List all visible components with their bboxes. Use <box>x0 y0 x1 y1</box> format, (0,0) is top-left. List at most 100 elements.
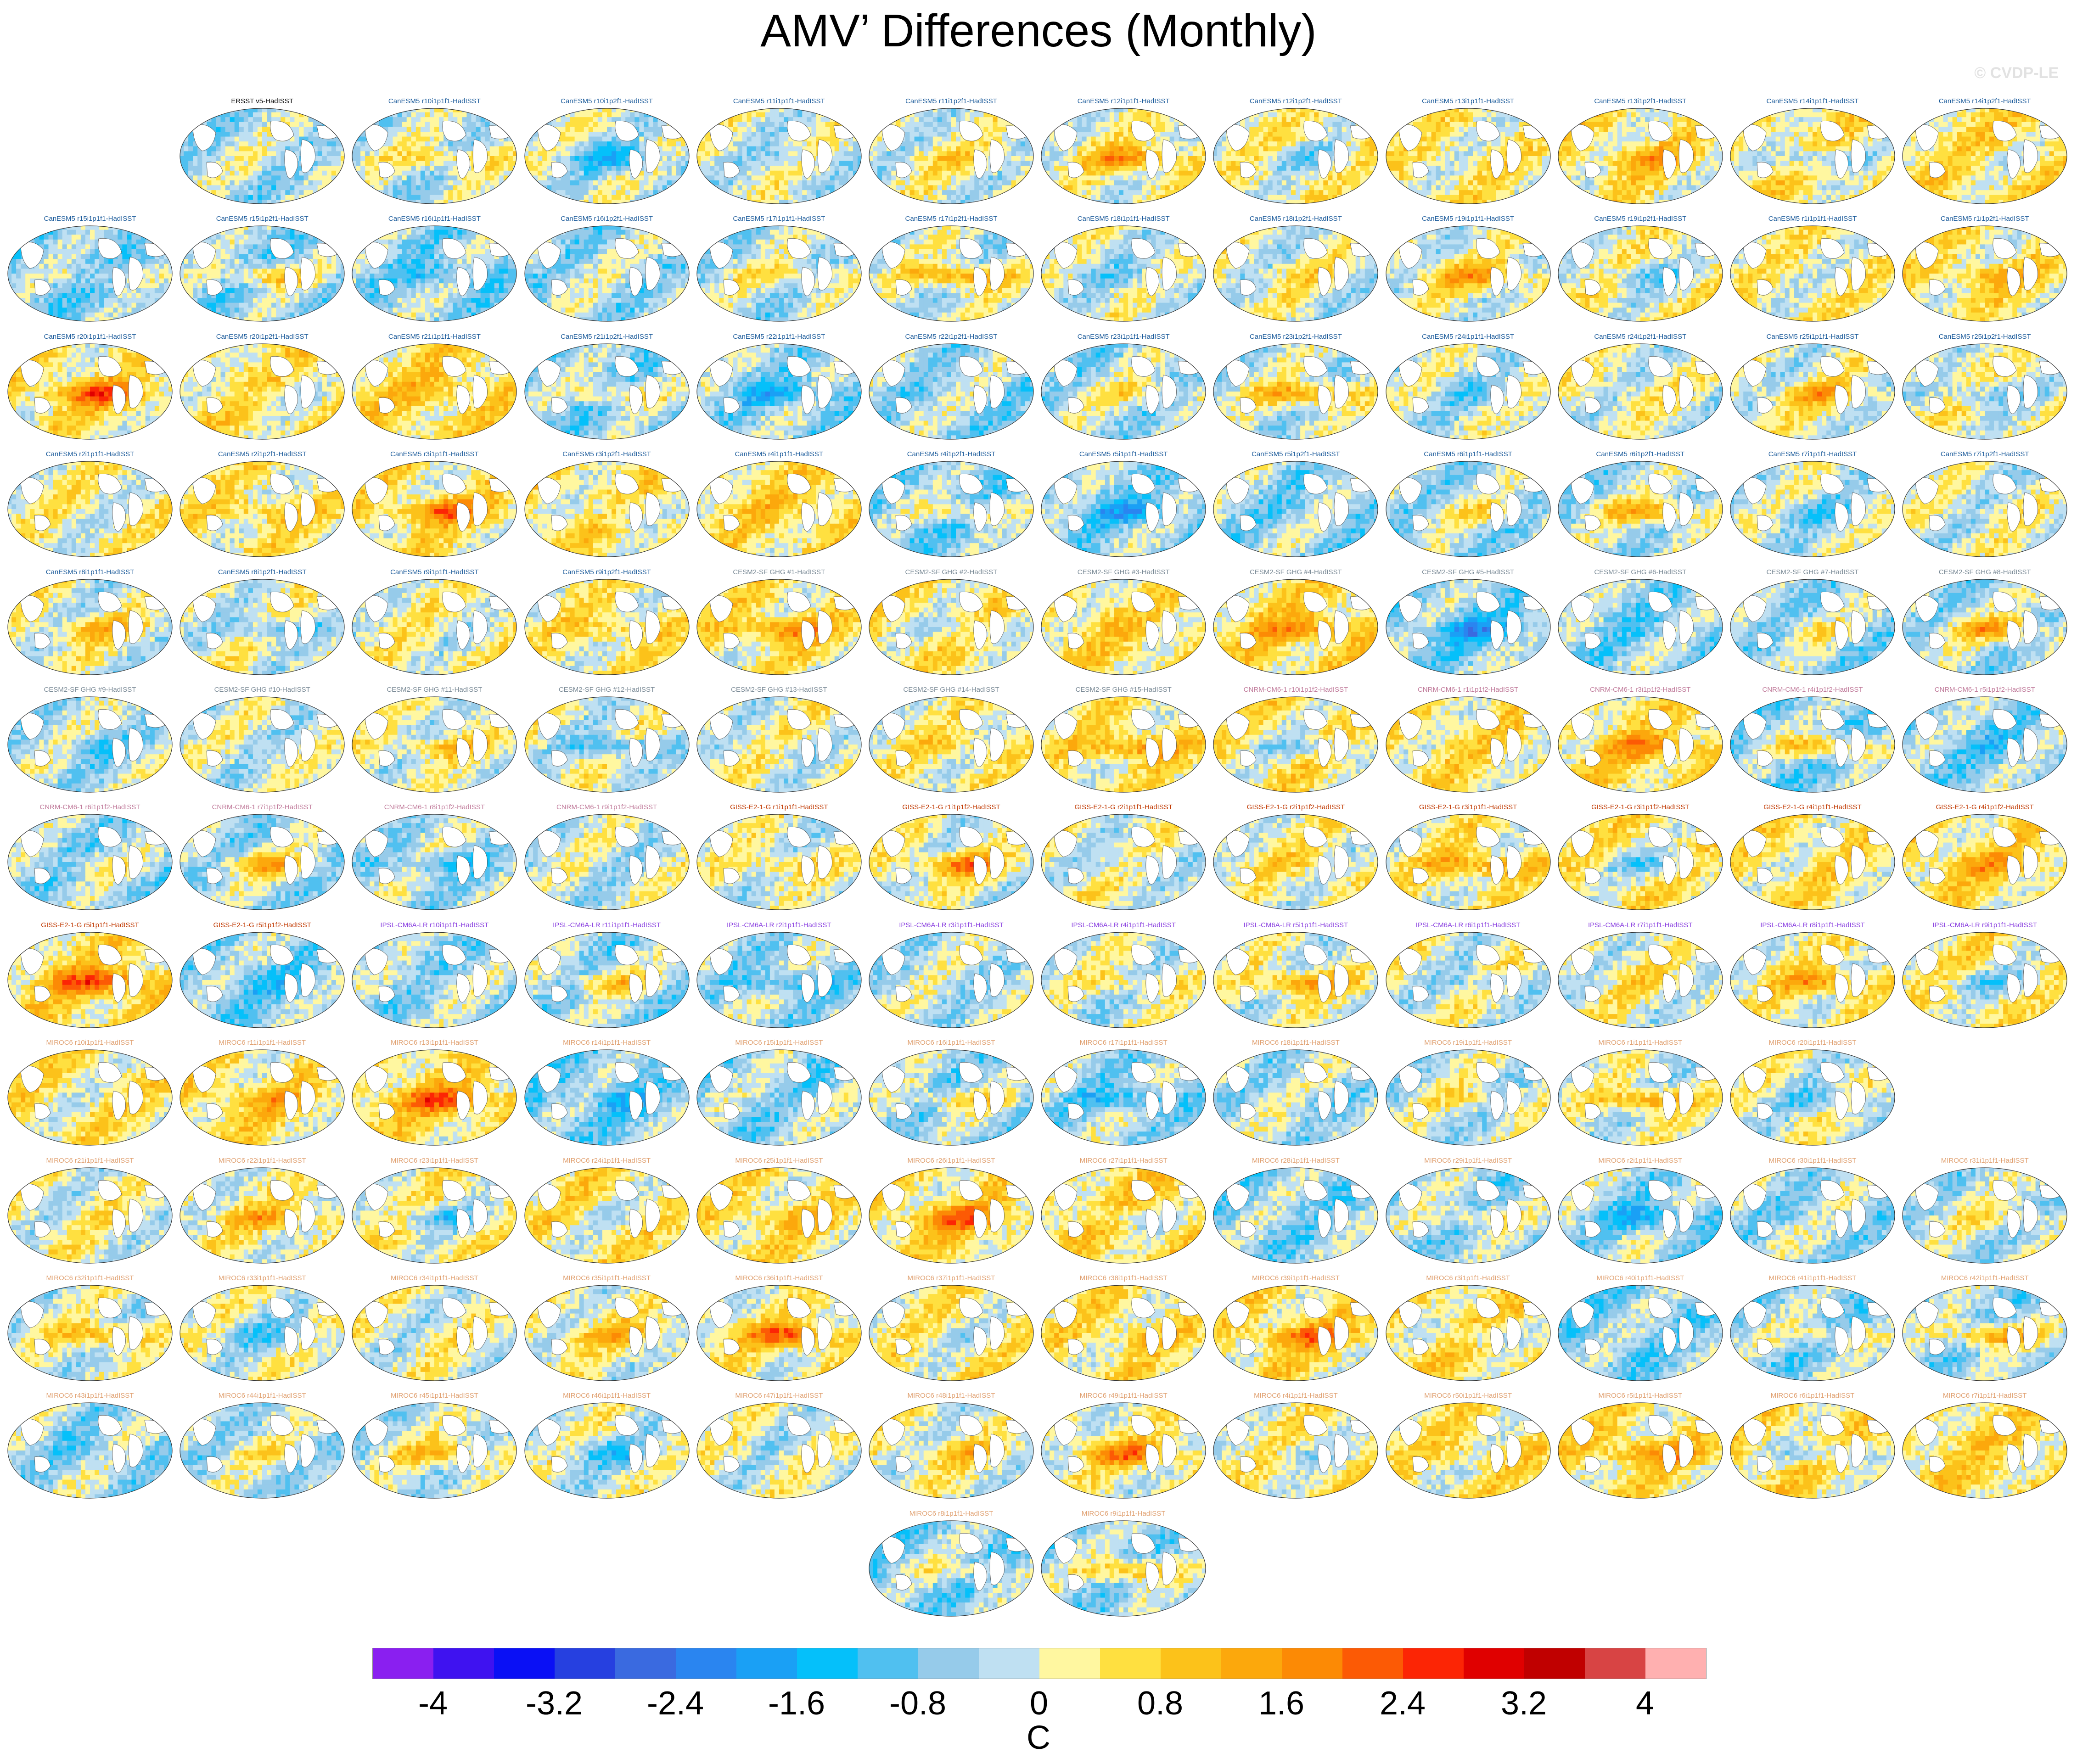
sst-difference-map <box>696 107 862 205</box>
panel-title: CanESM5 r5i1p2f1-HadISST <box>1213 450 1379 458</box>
map-panel: IPSL-CM6A-LR r11i1p1f1-HadISST <box>524 921 690 1030</box>
sst-difference-map <box>7 1049 173 1146</box>
sst-field <box>1729 578 1896 676</box>
sst-field <box>1557 1402 1723 1499</box>
sst-field <box>1213 1284 1379 1382</box>
sst-field <box>696 107 862 205</box>
sst-difference-map <box>696 1284 862 1382</box>
map-panel: MIROC6 r9i1p1f1-HadISST <box>1040 1510 1207 1618</box>
panel-title: GISS-E2-1-G r1i1p1f1-HadISST <box>696 803 862 811</box>
sst-difference-map <box>351 107 517 205</box>
panel-title: CanESM5 r15i1p2f1-HadISST <box>179 215 345 223</box>
map-panel: CNRM-CM6-1 r9i1p1f2-HadISST <box>524 803 690 912</box>
sst-difference-map <box>351 578 517 676</box>
map-panel: CanESM5 r9i1p1f1-HadISST <box>351 568 517 677</box>
map-panel: MIROC6 r39i1p1f1-HadISST <box>1213 1274 1379 1383</box>
map-panel: GISS-E2-1-G r4i1p1f2-HadISST <box>1902 803 2068 912</box>
sst-difference-map <box>524 578 690 676</box>
sst-field <box>696 343 862 440</box>
sst-difference-map <box>1729 343 1896 440</box>
map-panel: MIROC6 r40i1p1f1-HadISST <box>1557 1274 1723 1383</box>
sst-field <box>1040 813 1207 911</box>
sst-field <box>1213 1049 1379 1146</box>
map-panel: CESM2-SF GHG #7-HadISST <box>1729 568 1896 677</box>
sst-difference-map <box>1385 578 1551 676</box>
panel-title: IPSL-CM6A-LR r3i1p1f1-HadISST <box>868 921 1034 929</box>
sst-field <box>868 460 1034 558</box>
panel-title: GISS-E2-1-G r4i1p1f2-HadISST <box>1902 803 2068 811</box>
colorbar-swatch <box>979 1648 1039 1679</box>
sst-difference-map <box>524 1402 690 1499</box>
sst-field <box>1729 460 1896 558</box>
sst-field <box>868 1284 1034 1382</box>
panel-title: GISS-E2-1-G r3i1p1f2-HadISST <box>1557 803 1723 811</box>
sst-field <box>868 813 1034 911</box>
sst-difference-map <box>1729 1402 1896 1499</box>
sst-difference-map <box>1557 107 1723 205</box>
sst-field <box>1385 813 1551 911</box>
sst-field <box>351 578 517 676</box>
sst-field <box>1385 931 1551 1029</box>
map-panel: MIROC6 r30i1p1f1-HadISST <box>1729 1157 1896 1265</box>
panel-title: IPSL-CM6A-LR r6i1p1f1-HadISST <box>1385 921 1551 929</box>
map-panel: CanESM5 r3i1p1f1-HadISST <box>351 450 517 559</box>
panel-title: MIROC6 r14i1p1f1-HadISST <box>524 1039 690 1047</box>
sst-difference-map <box>179 696 345 793</box>
sst-difference-map <box>7 931 173 1029</box>
map-panel: MIROC6 r22i1p1f1-HadISST <box>179 1157 345 1265</box>
map-panel: CanESM5 r7i1p1f1-HadISST <box>1729 450 1896 559</box>
sst-field <box>1385 1049 1551 1146</box>
sst-field <box>524 107 690 205</box>
sst-difference-map <box>1213 225 1379 322</box>
panel-title: MIROC6 r36i1p1f1-HadISST <box>696 1274 862 1282</box>
sst-field <box>1213 460 1379 558</box>
map-panel: MIROC6 r34i1p1f1-HadISST <box>351 1274 517 1383</box>
sst-field <box>179 460 345 558</box>
map-panel: MIROC6 r32i1p1f1-HadISST <box>7 1274 173 1383</box>
sst-difference-map <box>1040 1049 1207 1146</box>
colorbar-swatch <box>797 1648 858 1679</box>
map-panel: CanESM5 r21i1p2f1-HadISST <box>524 333 690 441</box>
colorbar-swatch <box>858 1648 918 1679</box>
sst-field <box>7 343 173 440</box>
sst-field <box>351 343 517 440</box>
sst-difference-map <box>1557 931 1723 1029</box>
map-panel: CanESM5 r23i1p2f1-HadISST <box>1213 333 1379 441</box>
map-panel: IPSL-CM6A-LR r3i1p1f1-HadISST <box>868 921 1034 1030</box>
sst-field <box>1213 696 1379 793</box>
panel-title: IPSL-CM6A-LR r9i1p1f1-HadISST <box>1902 921 2068 929</box>
map-panel: IPSL-CM6A-LR r2i1p1f1-HadISST <box>696 921 862 1030</box>
sst-field <box>868 578 1034 676</box>
sst-field <box>1385 460 1551 558</box>
panel-title: CanESM5 r9i1p1f1-HadISST <box>351 568 517 576</box>
sst-field <box>7 813 173 911</box>
sst-field <box>1557 931 1723 1029</box>
panel-title: CanESM5 r17i1p1f1-HadISST <box>696 215 862 223</box>
sst-difference-map <box>1902 1402 2068 1499</box>
sst-field <box>351 931 517 1029</box>
sst-field <box>1385 696 1551 793</box>
panel-title: MIROC6 r4i1p1f1-HadISST <box>1213 1392 1379 1400</box>
sst-difference-map <box>868 1167 1034 1264</box>
sst-field <box>1729 931 1896 1029</box>
colorbar-tick-label: -2.4 <box>647 1685 704 1722</box>
panel-title: CanESM5 r8i1p2f1-HadISST <box>179 568 345 576</box>
map-panel: MIROC6 r24i1p1f1-HadISST <box>524 1157 690 1265</box>
panel-title: CNRM-CM6-1 r6i1p1f2-HadISST <box>7 803 173 811</box>
panel-title: MIROC6 r3i1p1f1-HadISST <box>1385 1274 1551 1282</box>
map-panel: MIROC6 r11i1p1f1-HadISST <box>179 1039 345 1147</box>
panel-title: CanESM5 r18i1p2f1-HadISST <box>1213 215 1379 223</box>
sst-difference-map <box>1557 225 1723 322</box>
sst-field <box>1385 1167 1551 1264</box>
colorbar-tick-label: -4 <box>418 1685 448 1722</box>
map-panel: MIROC6 r23i1p1f1-HadISST <box>351 1157 517 1265</box>
sst-field <box>179 813 345 911</box>
sst-difference-map <box>696 1402 862 1499</box>
panel-title: MIROC6 r19i1p1f1-HadISST <box>1385 1039 1551 1047</box>
sst-difference-map <box>179 813 345 911</box>
sst-difference-map <box>868 343 1034 440</box>
panel-title: IPSL-CM6A-LR r4i1p1f1-HadISST <box>1040 921 1207 929</box>
map-panel: CESM2-SF GHG #4-HadISST <box>1213 568 1379 677</box>
panel-title: MIROC6 r34i1p1f1-HadISST <box>351 1274 517 1282</box>
